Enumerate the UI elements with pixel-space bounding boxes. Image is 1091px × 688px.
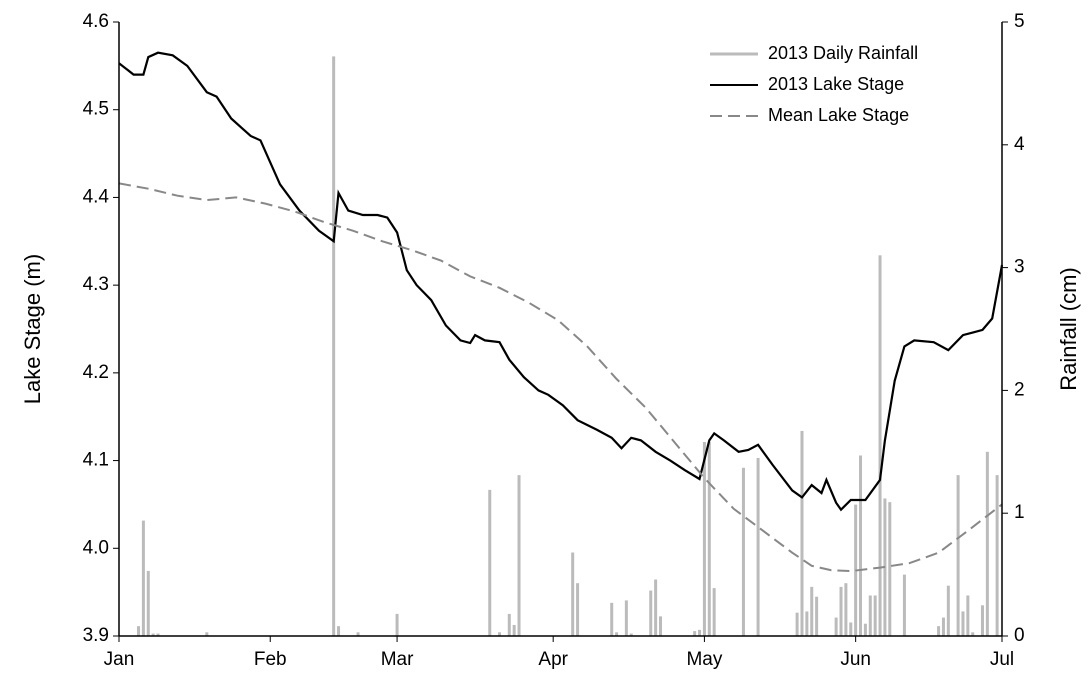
y-tick-label: 4.1 bbox=[83, 450, 109, 471]
y-tick-label: 3.9 bbox=[83, 625, 109, 646]
rain-bar bbox=[517, 475, 521, 636]
x-tick-label: Jul bbox=[990, 649, 1014, 670]
rain-bar bbox=[332, 56, 336, 637]
rain-bar bbox=[693, 631, 697, 636]
rain-bar bbox=[849, 622, 853, 636]
rain-bar bbox=[356, 632, 360, 636]
rain-bar bbox=[337, 626, 341, 636]
x-tick-label: Apr bbox=[538, 649, 568, 670]
y2-tick-label: 2 bbox=[1014, 379, 1025, 400]
y2-tick-label: 5 bbox=[1014, 11, 1025, 32]
y-tick-label: 4.5 bbox=[83, 99, 109, 120]
rain-bar bbox=[980, 605, 984, 636]
rain-bar bbox=[805, 611, 809, 636]
rain-bar bbox=[839, 586, 843, 636]
legend-label: Mean Lake Stage bbox=[768, 105, 909, 125]
rain-bar bbox=[649, 590, 653, 636]
y-tick-label: 4.6 bbox=[83, 11, 109, 32]
rain-bar bbox=[956, 475, 960, 636]
y2-tick-label: 3 bbox=[1014, 257, 1025, 278]
rain-bar bbox=[859, 455, 863, 636]
rain-bar bbox=[844, 583, 848, 636]
rain-bar bbox=[395, 613, 399, 636]
y-tick-label: 4.2 bbox=[83, 362, 109, 383]
rain-bar bbox=[151, 633, 155, 636]
rain-bar bbox=[156, 633, 160, 636]
rain-bar bbox=[966, 595, 970, 636]
legend-label: 2013 Daily Rainfall bbox=[768, 43, 918, 63]
y2-tick-label: 0 bbox=[1014, 625, 1025, 646]
rain-bar bbox=[961, 611, 965, 636]
rain-bar bbox=[512, 624, 516, 636]
rain-bar bbox=[498, 632, 502, 636]
x-tick-label: Feb bbox=[254, 649, 287, 670]
rain-bar bbox=[795, 612, 799, 636]
rain-bar bbox=[902, 574, 906, 636]
stage-line bbox=[118, 51, 1004, 512]
y-axis-label: Lake Stage (m) bbox=[20, 254, 45, 404]
rain-bar bbox=[810, 586, 814, 636]
rain-bar bbox=[698, 629, 702, 636]
rain-bar bbox=[863, 623, 867, 636]
rain-bar bbox=[741, 467, 745, 636]
rain-bar bbox=[615, 632, 619, 636]
x-tick-label: May bbox=[686, 649, 722, 670]
rain-bar bbox=[995, 475, 999, 636]
legend-label: 2013 Lake Stage bbox=[768, 74, 904, 94]
rain-bar bbox=[946, 585, 950, 636]
rain-bar bbox=[937, 626, 941, 636]
rain-bar bbox=[659, 616, 663, 636]
rain-bar bbox=[507, 613, 511, 636]
x-tick-label: Jun bbox=[840, 649, 871, 670]
rain-bar bbox=[800, 430, 804, 636]
y2-tick-label: 4 bbox=[1014, 134, 1025, 155]
rain-bar bbox=[205, 632, 209, 636]
rain-bar bbox=[707, 441, 711, 636]
rain-bar bbox=[141, 520, 145, 636]
rain-bar bbox=[756, 457, 760, 636]
y-tick-label: 4.0 bbox=[83, 537, 109, 558]
rain-bar bbox=[624, 600, 628, 636]
rain-bar bbox=[941, 617, 945, 636]
rain-bar bbox=[702, 441, 706, 636]
rain-bar bbox=[629, 633, 633, 636]
rain-bar bbox=[146, 570, 150, 636]
mean-line bbox=[118, 182, 1003, 573]
y2-axis-label: Rainfall (cm) bbox=[1056, 267, 1081, 390]
rain-bar bbox=[971, 632, 975, 636]
rain-bar bbox=[878, 255, 882, 636]
rain-bar bbox=[654, 579, 658, 636]
x-tick-label: Jan bbox=[104, 649, 135, 670]
rain-bar bbox=[610, 602, 614, 636]
rain-bar bbox=[834, 617, 838, 636]
rain-bar bbox=[576, 583, 580, 636]
rain-bar bbox=[985, 451, 989, 636]
x-tick-label: Mar bbox=[381, 649, 414, 670]
rain-bar bbox=[137, 626, 141, 636]
y2-tick-label: 1 bbox=[1014, 502, 1025, 523]
rain-bar bbox=[571, 552, 575, 636]
rain-bar bbox=[873, 595, 877, 636]
rain-bar bbox=[815, 596, 819, 636]
rain-bar bbox=[488, 489, 492, 636]
y-tick-label: 4.3 bbox=[83, 274, 109, 295]
rain-bar bbox=[712, 588, 716, 636]
rain-bar bbox=[868, 595, 872, 636]
y-tick-label: 4.4 bbox=[83, 186, 110, 207]
rain-bar bbox=[888, 502, 892, 636]
